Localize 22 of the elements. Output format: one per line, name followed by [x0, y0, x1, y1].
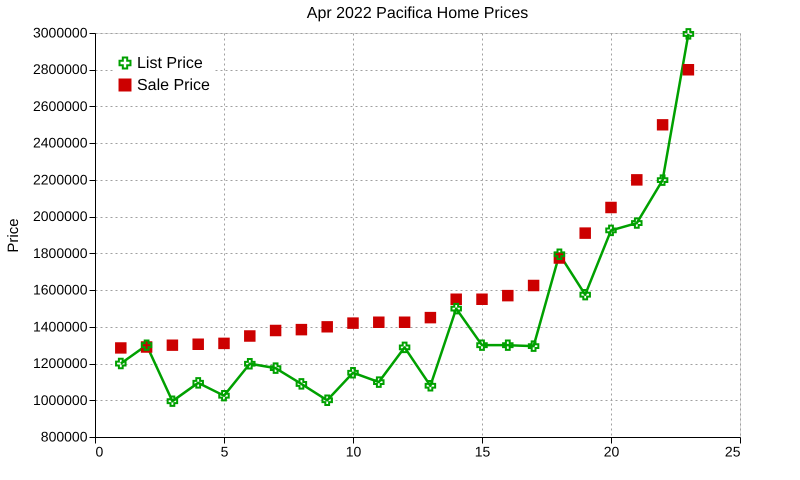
x-tick-label: 0	[96, 444, 104, 460]
y-tick-label: 1600000	[32, 282, 88, 298]
y-tick-label: 2000000	[32, 208, 88, 224]
y-tick-label: 800000	[40, 428, 88, 444]
legend-label: Sale Price	[137, 77, 210, 94]
chart-title: Apr 2022 Pacifica Home Prices	[306, 5, 528, 22]
y-tick-label: 1400000	[32, 318, 88, 334]
y-tick-label: 2400000	[32, 134, 88, 151]
y-tick-label: 3000000	[32, 24, 88, 40]
y-tick-label: 2200000	[32, 171, 88, 188]
x-tick-label: 25	[724, 444, 741, 460]
y-tick-label: 2800000	[32, 61, 88, 78]
x-tick-label: 15	[474, 444, 490, 460]
y-tick-label: 1200000	[32, 355, 88, 372]
y-tick-label: 1800000	[32, 244, 88, 261]
y-axis-title: Price	[4, 218, 22, 253]
x-tick-label: 5	[220, 444, 229, 460]
x-tick-label: 10	[346, 444, 362, 460]
x-tick-label: 20	[604, 444, 620, 460]
y-tick-label: 1000000	[32, 392, 88, 408]
y-tick-label: 2600000	[32, 98, 88, 114]
legend-label: List Price	[137, 55, 203, 72]
